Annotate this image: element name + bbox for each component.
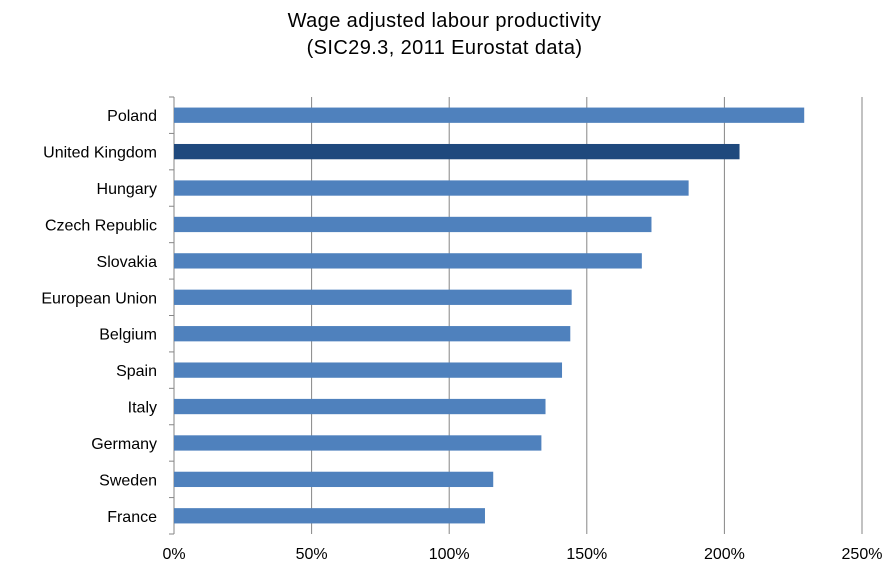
category-label: Poland: [107, 108, 157, 125]
bar: [174, 289, 572, 305]
category-label: Czech Republic: [45, 217, 157, 234]
category-label: United Kingdom: [43, 145, 157, 162]
bar-highlight: [174, 143, 740, 160]
x-tick-label: 50%: [296, 546, 328, 563]
category-label: Belgium: [99, 327, 157, 344]
category-label: Germany: [91, 436, 157, 453]
category-label: France: [107, 509, 157, 526]
x-tick-label: 100%: [429, 546, 470, 563]
category-label: Hungary: [97, 181, 157, 198]
category-label: European Union: [41, 290, 157, 307]
x-tick-label: 0%: [162, 546, 185, 563]
bar: [174, 326, 571, 342]
bar: [174, 398, 546, 415]
x-tick-label: 200%: [704, 546, 745, 563]
bar: [174, 253, 642, 269]
x-tick-label: 250%: [842, 546, 883, 563]
chart-title: Wage adjusted labour productivity: [287, 10, 602, 32]
category-label: Italy: [128, 400, 157, 417]
x-tick-label: 150%: [566, 546, 607, 563]
bar: [174, 180, 689, 196]
category-label: Spain: [116, 363, 157, 380]
bar: [174, 508, 485, 524]
bar: [174, 216, 652, 233]
chart-title-block: Wage adjusted labour productivity (SIC29…: [0, 8, 889, 62]
bar: [174, 471, 494, 488]
chart-subtitle: (SIC29.3, 2011 Eurostat data): [306, 37, 583, 59]
category-label: Sweden: [99, 472, 157, 489]
category-label: Slovakia: [97, 254, 158, 271]
bar: [174, 107, 805, 123]
bar: [174, 362, 563, 378]
bar: [174, 435, 542, 451]
